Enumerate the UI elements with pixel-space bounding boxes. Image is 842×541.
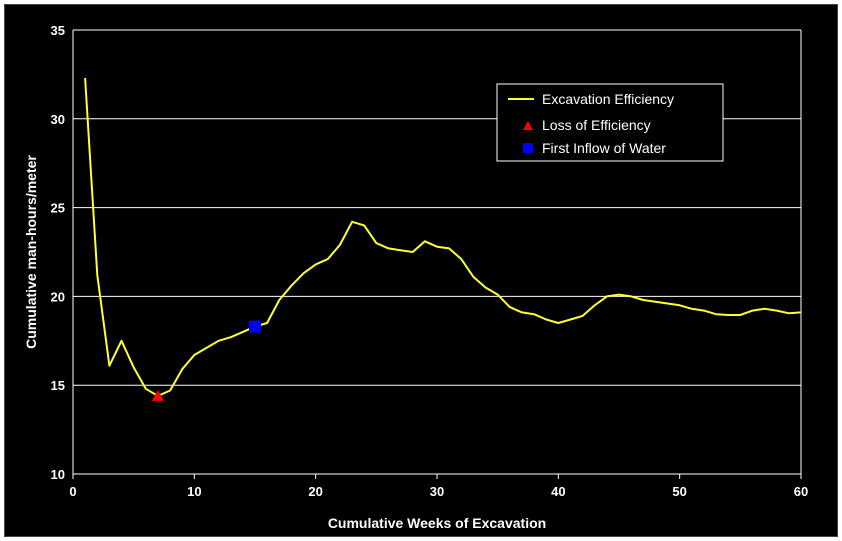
x-tick-labels: 0 10 20 30 40 50 60 <box>69 484 808 499</box>
legend-box <box>496 83 724 162</box>
y-tick-label: 30 <box>51 112 65 127</box>
y-tick-label: 10 <box>51 467 65 482</box>
x-tick-label: 40 <box>551 484 565 499</box>
x-tick-label: 10 <box>187 484 201 499</box>
x-tick-label: 60 <box>794 484 808 499</box>
marker-loss-of-efficiency <box>151 389 164 401</box>
axes <box>72 29 802 479</box>
legend: Excavation Efficiency Loss of Efficiency… <box>496 83 724 162</box>
legend-label-loss-of-efficiency: Loss of Efficiency <box>542 117 651 133</box>
x-tick-label: 50 <box>672 484 686 499</box>
y-tick-label: 25 <box>51 201 65 216</box>
x-tick-label: 30 <box>430 484 444 499</box>
x-tick-label: 0 <box>69 484 76 499</box>
series-line-excavation-efficiency <box>84 77 802 397</box>
y-tick-label: 35 <box>51 23 65 38</box>
marker-first-inflow-of-water <box>249 320 261 333</box>
y-axis-title: Cumulative man-hours/meter <box>23 155 39 349</box>
legend-square-swatch <box>523 143 533 153</box>
legend-triangle-swatch <box>523 121 533 130</box>
legend-label-first-inflow-of-water: First Inflow of Water <box>542 140 666 156</box>
markers <box>151 320 261 401</box>
y-tick-label: 20 <box>51 289 65 304</box>
y-tick-label: 15 <box>51 378 65 393</box>
x-axis-title: Cumulative Weeks of Excavation <box>328 515 546 531</box>
x-tick-label: 20 <box>308 484 322 499</box>
y-tick-labels: 10 15 20 25 30 35 <box>51 23 65 482</box>
legend-label-excavation-efficiency: Excavation Efficiency <box>542 91 674 107</box>
